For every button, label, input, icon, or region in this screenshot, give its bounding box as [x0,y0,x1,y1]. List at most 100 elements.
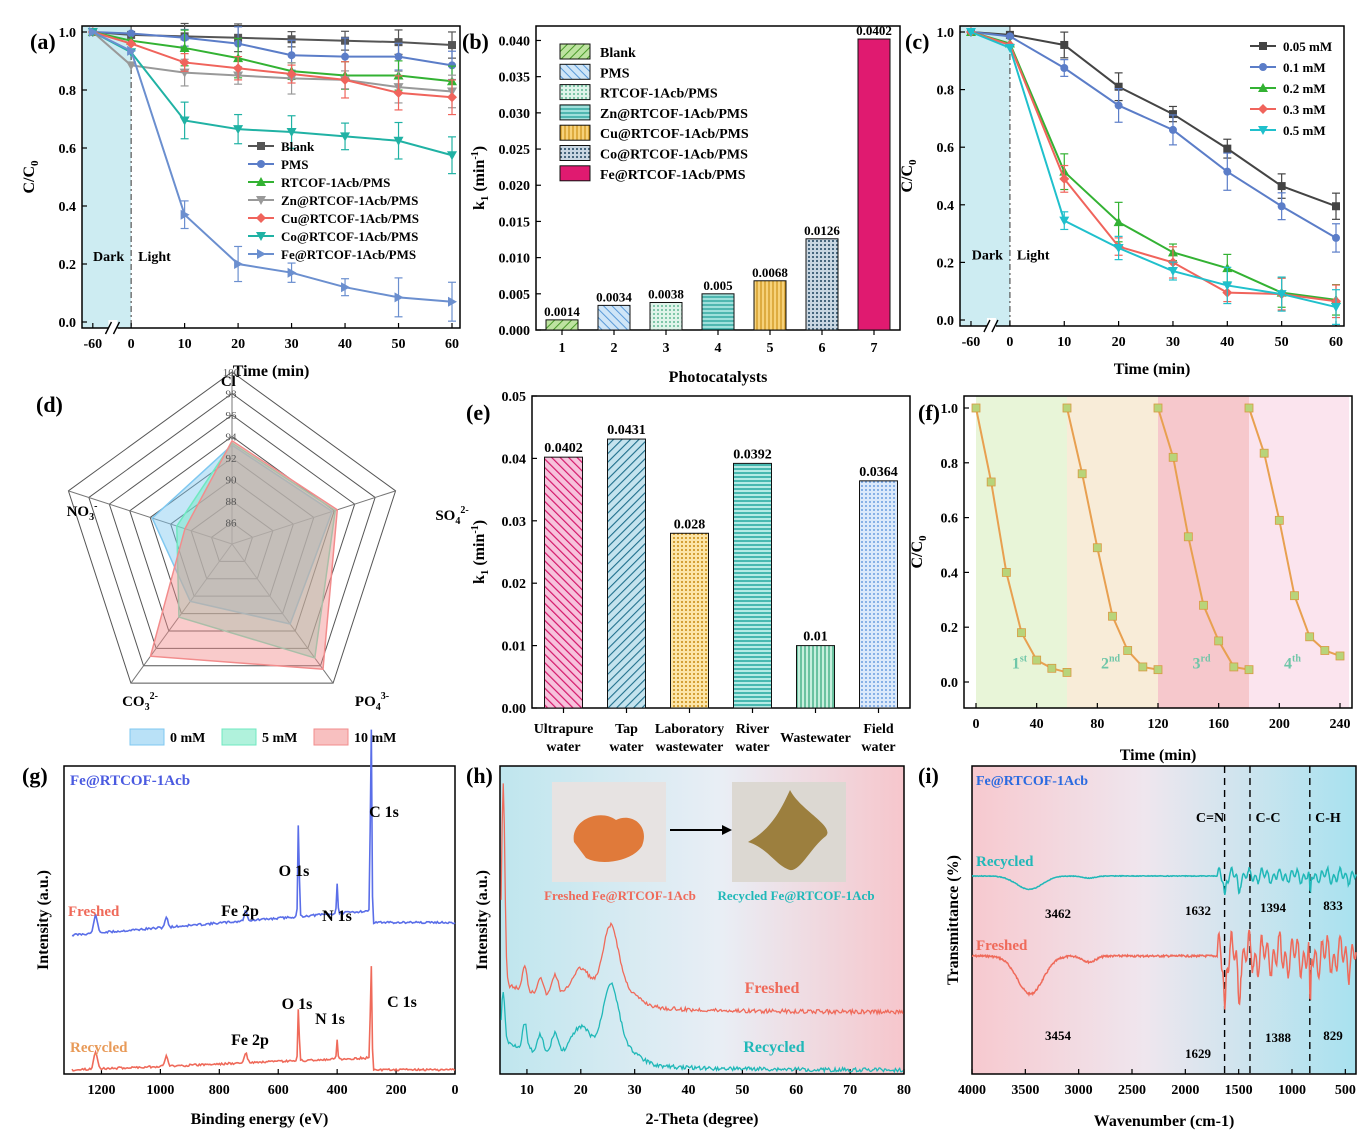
y-tick-label: 0.04 [502,452,527,467]
bar [733,462,772,709]
data-point [179,42,190,52]
x-tick-label: 400 [327,1083,348,1098]
x-tick-label: 20 [1112,335,1126,350]
radar-grid [210,521,254,562]
x-tick-label: Wastewater [780,731,851,746]
series-line [92,31,453,83]
series-line [92,31,453,67]
data-point [986,477,996,487]
peak-label: N 1s [315,1011,345,1028]
data-point [393,136,404,146]
y-axis-label: C/C0 [909,535,929,569]
y-tick-label: 0.0 [937,314,955,329]
peak-label: C 1s [369,804,399,821]
x-tick-label: 240 [1330,717,1351,732]
data-point [340,74,351,85]
spectrum-line [500,981,904,1074]
data-point [287,267,297,278]
plot-frame [499,765,905,1075]
legend-label: 0.2 mM [1283,81,1326,96]
plot-frame [63,765,456,1075]
data-point [1153,403,1163,413]
panel-i: 4000 3500 3000 2500 2000 1500 1000 500 Wavenumbe… [945,765,1357,1130]
data-point [1335,651,1345,661]
y-tick-label: 0.4 [937,199,955,214]
radial-tick-label: 88 [226,496,238,508]
data-point [1223,167,1232,176]
x-tick-label: Field [863,722,894,737]
x-tick-label: 30 [1166,335,1180,350]
y-tick-label: 1.0 [59,26,77,41]
data-point [233,63,244,74]
x-tick-label: 6 [819,341,826,356]
panel-letter-a: (a) [30,29,56,54]
bar-value-label: 0.028 [674,517,706,532]
peak-label: N 1s [322,908,352,925]
cycle-band [1249,396,1350,708]
data-point [1017,628,1026,638]
x-tick-label: 160 [1208,717,1229,732]
series-label: Freshed [68,904,120,920]
bar-value-label: 0.01 [803,630,828,645]
x-tick-label: 70 [843,1083,857,1098]
data-point [1113,244,1124,253]
plot-frame [81,25,461,329]
data-point [1183,532,1193,542]
data-point [1305,632,1315,642]
panel-a: Dark Light 0.0 0.2 0.4 0.6 0.8 1.0 -60 0 10 20 30 40 5… [21,22,461,380]
spectrum-line [971,929,1357,1010]
x-axis-label: Wavenumber (cm-1) [1094,1113,1235,1130]
legend-label: Fe@RTCOF-1Acb/PMS [600,168,746,183]
data-point [1092,543,1102,553]
data-point [1060,64,1069,72]
dark-region [960,26,1010,326]
data-point [127,45,137,56]
data-point [1274,515,1284,525]
data-point [1005,32,1014,41]
panel-letter-e: (e) [466,400,490,425]
data-point [1114,82,1123,91]
axis-break [104,321,113,335]
y-tick-label: 0.05 [502,390,527,405]
data-point [1167,267,1178,277]
x-tick-label: 800 [209,1083,230,1098]
data-point [126,61,137,71]
data-point [287,51,296,60]
radar-grid [190,500,274,580]
plot-frame [531,395,911,709]
y-axis-label: k1 (min-1) [470,146,491,210]
band-label: C-C [1256,811,1281,826]
data-point [1113,217,1124,227]
legend-label: 10 mM [354,731,396,746]
data-point [341,52,350,61]
radar-grid [88,392,376,667]
peak-label: 1629 [1185,1046,1212,1061]
bar-value-label: 0.005 [703,278,733,293]
x-tick-label: 1200 [87,1083,115,1098]
y-tick-label: 0.030 [499,107,531,122]
peak-label: 3462 [1045,906,1071,921]
radar-axis-label: SO42- [435,505,468,527]
radar-axis-label: NO3- [67,501,98,523]
series-label: Recycled [70,1040,128,1056]
x-tick-label: 40 [682,1083,696,1098]
x-tick-label: 40 [338,337,352,352]
radar-grid [170,478,294,597]
y-tick-label: 0.005 [499,288,531,303]
y-tick-label: 0.015 [499,215,531,230]
legend-label: PMS [281,157,308,172]
y-tick-label: 0.4 [941,566,959,581]
series-line [92,31,453,93]
x-tick-label: 60 [445,337,459,352]
photo-sample-freshed [573,815,644,862]
data-point [1114,101,1123,110]
panel-letter-f: (f) [918,400,940,425]
x-tick-label: 1000 [1278,1083,1306,1098]
data-point [1258,104,1268,114]
data-point [394,52,403,61]
x-tick-label: 0 [973,717,980,732]
radar-axis-label: PO43- [355,691,389,713]
y-tick-label: 0.0 [59,316,77,331]
radar-axis-label: Cl- [221,371,239,390]
